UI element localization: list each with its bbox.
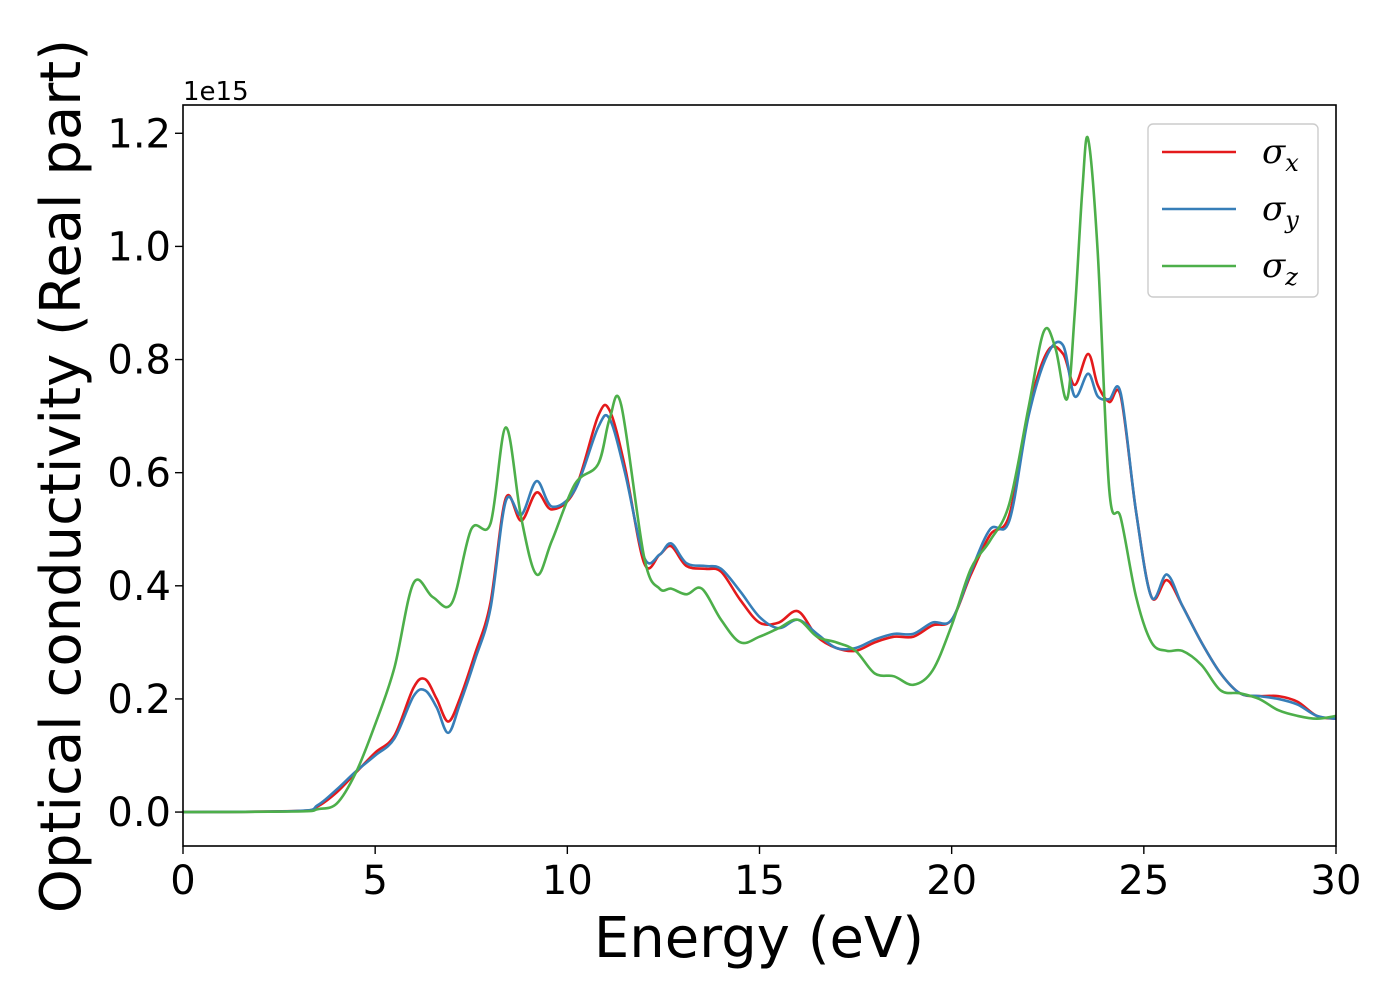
x-tick-label: 10 xyxy=(542,858,593,904)
legend-box xyxy=(1147,123,1319,298)
y-tick-label: 0.2 xyxy=(107,677,171,723)
legend-label-y: σy xyxy=(1262,189,1299,234)
x-axis-title: Energy (eV) xyxy=(594,906,924,971)
series-layer xyxy=(182,135,1337,814)
y-tick-label: 0.6 xyxy=(107,451,171,497)
legend-label-x: σx xyxy=(1262,132,1299,177)
series-line-y xyxy=(182,340,1337,814)
y-offset-label: 1e15 xyxy=(183,77,249,107)
y-tick-label: 0.0 xyxy=(107,790,171,836)
x-tick-label: 0 xyxy=(170,858,195,904)
legend: σx σy σz xyxy=(1147,123,1319,298)
series-line-z xyxy=(182,135,1337,814)
x-axis: 0 5 10 15 20 25 30 xyxy=(170,846,1361,904)
x-tick-label: 5 xyxy=(362,858,387,904)
y-axis-title: Optical conductivity (Real part) xyxy=(29,39,94,913)
y-tick-label: 1.2 xyxy=(107,111,171,157)
x-tick-label: 30 xyxy=(1311,858,1362,904)
y-tick-label: 0.8 xyxy=(107,338,171,384)
x-tick-label: 20 xyxy=(926,858,977,904)
legend-label-z: σz xyxy=(1262,246,1298,291)
y-tick-label: 1.0 xyxy=(107,224,171,270)
y-tick-label: 0.4 xyxy=(107,564,171,610)
x-tick-label: 15 xyxy=(734,858,785,904)
x-tick-label: 25 xyxy=(1118,858,1169,904)
y-axis: 0.0 0.2 0.4 0.6 0.8 1.0 1.2 xyxy=(107,111,183,836)
